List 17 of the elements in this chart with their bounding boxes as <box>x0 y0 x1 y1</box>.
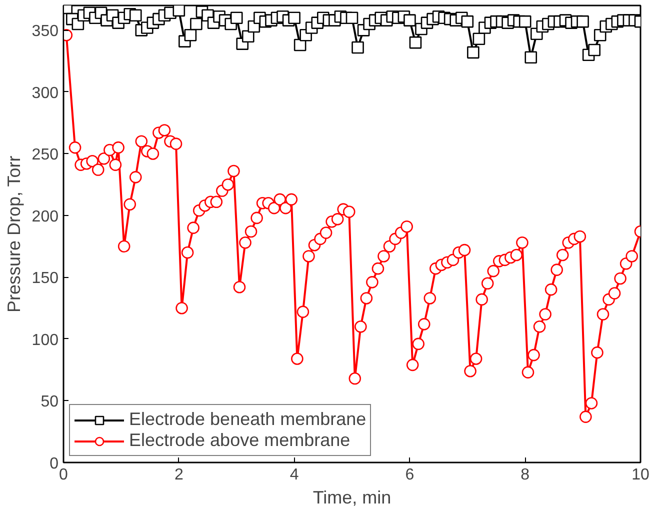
y-axis-title: Pressure Drop, Torr <box>4 156 24 313</box>
x-tick-label: 2 <box>174 466 184 484</box>
legend-label: Electrode above membrane <box>129 430 350 451</box>
x-tick-label: 8 <box>520 466 530 484</box>
y-tick-label: 200 <box>32 208 59 226</box>
y-tick-label: 300 <box>32 84 59 102</box>
y-tick-label: 0 <box>50 456 59 472</box>
y-tick-label: 250 <box>32 146 59 164</box>
x-tick-label: 6 <box>405 466 414 484</box>
x-axis-title: Time, min <box>312 488 392 508</box>
legend-label: Electrode beneath membrane <box>129 409 366 430</box>
y-tick-label: 50 <box>40 394 59 411</box>
y-tick-label: 350 <box>32 23 59 40</box>
y-tick-label: 150 <box>32 270 59 288</box>
y-tick-label: 100 <box>32 332 59 349</box>
x-tick-label: 4 <box>290 466 299 484</box>
x-tick-label: 10 <box>632 466 650 484</box>
